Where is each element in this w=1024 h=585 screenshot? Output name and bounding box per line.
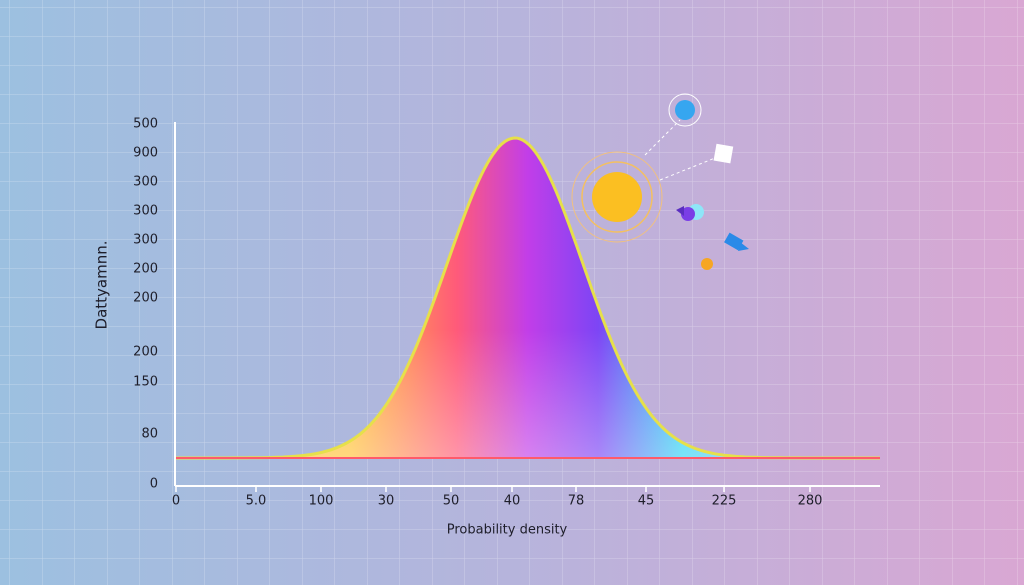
y-tick-label: 0 (150, 477, 158, 492)
decorations (571, 93, 749, 270)
connector (644, 119, 681, 156)
x-tick-label: 0 (172, 494, 180, 509)
x-tick-label: 225 (712, 494, 737, 509)
bell-curve-shade (175, 138, 880, 458)
x-tick-label: 100 (309, 494, 334, 509)
x-tick-label: 40 (504, 494, 521, 509)
dot (675, 100, 695, 120)
arrow (676, 206, 684, 216)
ring (581, 161, 653, 233)
y-tick-label: 200 (133, 291, 158, 306)
y-axis-title: Dattyamnn. (93, 241, 111, 330)
x-tick-label: 30 (378, 494, 395, 509)
y-tick-label: 200 (133, 262, 158, 277)
ring (668, 93, 702, 127)
y-tick-label: 300 (133, 233, 158, 248)
dot (701, 258, 713, 270)
x-tick-label: 5.0 (246, 494, 267, 509)
block (724, 232, 744, 251)
y-tick-label: 500 (133, 117, 158, 132)
ring (571, 151, 663, 243)
arrow (738, 242, 749, 251)
dot (681, 207, 695, 221)
x-axis-title: Probability density (447, 523, 568, 538)
x-tick-label: 280 (798, 494, 823, 509)
y-tick-label: 200 (133, 345, 158, 360)
connector (659, 157, 716, 181)
square (713, 143, 734, 164)
y-tick-label: 300 (133, 204, 158, 219)
y-tick-label: 300 (133, 175, 158, 190)
y-tick-label: 80 (141, 427, 158, 442)
x-tick-label: 45 (638, 494, 655, 509)
y-tick-label: 150 (133, 375, 158, 390)
x-tick-label: 50 (443, 494, 460, 509)
y-tick-label: 900 (133, 146, 158, 161)
sun (592, 172, 642, 222)
x-tick-label: 78 (568, 494, 585, 509)
